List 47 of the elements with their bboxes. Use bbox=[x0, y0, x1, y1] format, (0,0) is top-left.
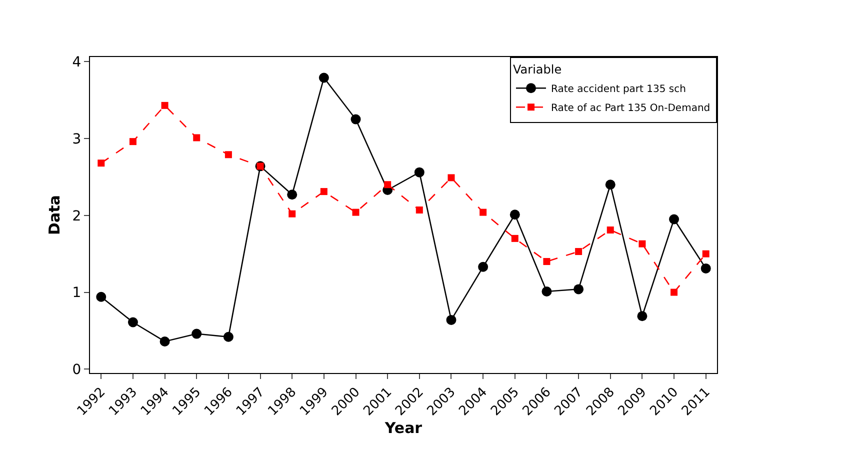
point bbox=[446, 314, 456, 325]
y-tick-label: 3 bbox=[72, 131, 82, 148]
point bbox=[318, 72, 329, 83]
point bbox=[320, 188, 328, 196]
point bbox=[414, 167, 424, 178]
point bbox=[96, 292, 106, 302]
point bbox=[638, 240, 646, 248]
point bbox=[478, 262, 488, 272]
point bbox=[510, 210, 520, 220]
point bbox=[384, 181, 392, 188]
point bbox=[161, 102, 168, 109]
point bbox=[543, 258, 550, 266]
point bbox=[223, 332, 234, 342]
point bbox=[670, 288, 678, 296]
point bbox=[193, 134, 200, 142]
point bbox=[669, 214, 680, 224]
point bbox=[129, 138, 136, 146]
point bbox=[702, 250, 710, 258]
point bbox=[511, 234, 518, 242]
point bbox=[288, 210, 296, 218]
point bbox=[574, 284, 584, 294]
point bbox=[160, 336, 170, 346]
legend-title: Variable bbox=[513, 62, 562, 77]
point bbox=[637, 311, 648, 322]
legend-label: Rate of ac Part 135 On-Demand bbox=[551, 103, 710, 114]
point bbox=[700, 263, 711, 274]
point bbox=[350, 114, 361, 124]
point bbox=[575, 248, 582, 256]
legend-label: Rate accident part 135 sch bbox=[551, 84, 686, 95]
x-axis-title: Year bbox=[384, 418, 423, 437]
y-tick-label: 0 bbox=[72, 362, 82, 378]
point bbox=[98, 160, 105, 167]
point bbox=[605, 180, 616, 190]
point bbox=[352, 208, 360, 216]
y-axis-title: Data bbox=[46, 195, 64, 235]
y-tick-label: 4 bbox=[72, 54, 82, 71]
y-tick-label: 1 bbox=[72, 285, 82, 302]
point bbox=[287, 190, 298, 200]
point bbox=[480, 208, 487, 216]
point bbox=[416, 206, 423, 214]
point bbox=[192, 328, 202, 339]
point bbox=[606, 226, 614, 234]
point bbox=[224, 151, 232, 158]
y-tick-label: 2 bbox=[72, 208, 82, 224]
point bbox=[128, 317, 138, 328]
point bbox=[448, 174, 455, 182]
point bbox=[542, 286, 552, 296]
